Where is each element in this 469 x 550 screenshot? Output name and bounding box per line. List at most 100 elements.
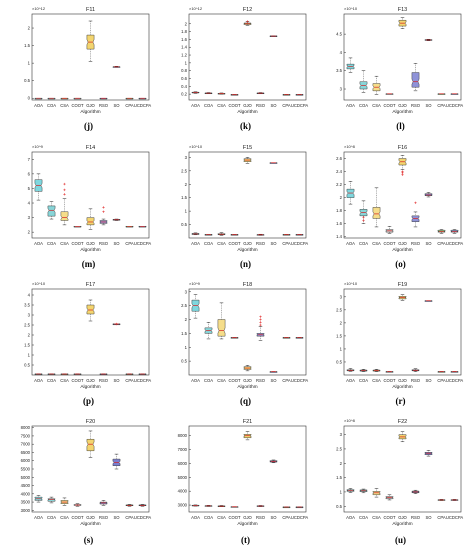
box-GJO — [398, 431, 407, 443]
panel-title: F15 — [243, 145, 252, 151]
y-tick-label: 3 — [185, 289, 188, 294]
x-tick-label-GJO: GJO — [86, 241, 95, 246]
panel-label: (r) — [395, 396, 406, 406]
box-GJO — [243, 157, 252, 164]
outlier-point — [102, 210, 105, 213]
y-tick-label: 6500 — [21, 450, 31, 455]
y-tick-label: 2 — [185, 317, 188, 322]
outlier-point — [63, 188, 66, 192]
box-CPA — [125, 97, 134, 100]
box-COA — [204, 322, 213, 340]
y-tick-label: 0.5 — [24, 78, 30, 83]
x-tick-label-GJO: GJO — [398, 378, 407, 383]
y-tick-label: 6 — [28, 171, 31, 176]
y-tick-label: 4500 — [21, 483, 31, 488]
y-tick-label: 2.2 — [336, 182, 342, 187]
y-tick-label: 6000 — [178, 461, 188, 466]
x-tick-label-COA: COA — [47, 241, 56, 246]
box-SO — [269, 162, 278, 164]
y-tick-label: 0.2 — [181, 92, 187, 97]
box-COA — [359, 369, 368, 372]
x-tick-label-CPA: CPA — [437, 241, 446, 246]
x-tick-label-CPA: CPA — [437, 378, 446, 383]
x-tick-label-GJO: GJO — [243, 241, 252, 246]
box-body — [47, 205, 56, 217]
box-RSO — [99, 97, 108, 100]
box-SO — [424, 450, 433, 457]
axis-exponent: ×10^10 — [344, 281, 358, 286]
x-tick-label-AOA: AOA — [191, 241, 200, 246]
outlier-point — [362, 219, 365, 222]
box-CSA — [372, 369, 381, 372]
x-tick-label-UCDCPA: UCDCPA — [446, 241, 464, 246]
panel-label: (t) — [241, 535, 250, 545]
x-tick-label-SO: SO — [270, 241, 277, 246]
box-AOA — [191, 504, 200, 507]
box-AOA — [34, 373, 43, 376]
outlier-point — [401, 173, 404, 177]
panel-label: (n) — [240, 259, 251, 269]
y-tick-label: 2 — [28, 333, 31, 338]
x-tick-label-GJO: GJO — [86, 103, 95, 108]
box-body — [47, 498, 56, 502]
box-CSA — [372, 75, 381, 95]
x-tick-label-SO: SO — [113, 241, 120, 246]
x-tick-label-UCDCPA: UCDCPA — [134, 241, 152, 246]
x-tick-label-GJO: GJO — [243, 103, 252, 108]
box-CPA — [437, 499, 446, 501]
outlier-point — [259, 323, 262, 327]
x-tick-label-RSO: RSO — [99, 515, 109, 520]
box-SO — [112, 322, 121, 326]
x-tick-label-RSO: RSO — [411, 103, 421, 108]
y-tick-label: 8000 — [178, 433, 188, 438]
box-SO — [112, 218, 121, 221]
y-tick-label: 2 — [340, 320, 343, 325]
panel-title: F12 — [243, 7, 252, 13]
box-UCDCPA — [295, 337, 304, 339]
y-tick-label: 2 — [28, 230, 31, 235]
box-RSO — [411, 201, 420, 228]
box-body — [372, 207, 381, 219]
x-tick-label-UCDCPA: UCDCPA — [291, 103, 309, 108]
box-COA — [47, 496, 56, 504]
y-tick-label: 0.5 — [336, 359, 342, 364]
y-tick-label: 1.8 — [181, 29, 187, 34]
x-tick-label-UCDCPA: UCDCPA — [291, 378, 309, 383]
y-tick-label: 1.5 — [336, 333, 342, 338]
y-tick-label: 5 — [28, 186, 31, 191]
box-CSA — [217, 92, 226, 95]
box-CSA — [60, 182, 69, 226]
x-tick-label-UCDCPA: UCDCPA — [134, 103, 152, 108]
axis-exponent: ×10^8 — [344, 418, 356, 423]
box-COOT — [73, 503, 82, 507]
axis-exponent: ×10^10 — [344, 6, 358, 11]
x-tick-label-AOA: AOA — [34, 378, 43, 383]
x-tick-label-GJO: GJO — [243, 515, 252, 520]
y-tick-label: 0.5 — [181, 359, 187, 364]
box-CPA — [282, 234, 291, 236]
box-CSA — [372, 187, 381, 228]
box-AOA — [346, 57, 355, 73]
box-COOT — [230, 234, 239, 236]
box-body — [217, 319, 226, 337]
panel-title: F18 — [243, 282, 252, 288]
box-CSA — [217, 302, 226, 340]
plot-frame — [31, 151, 150, 239]
x-tick-label-COA: COA — [204, 103, 213, 108]
x-tick-label-CSA: CSA — [372, 103, 381, 108]
y-tick-label: 7000 — [178, 447, 188, 452]
plot-frame — [343, 13, 462, 101]
box-SO — [269, 371, 278, 373]
x-tick-label-COOT: COOT — [228, 241, 241, 246]
x-axis-label: Algorithm — [237, 247, 257, 253]
box-GJO — [398, 294, 407, 301]
y-tick-label: 4.5 — [336, 32, 342, 37]
y-tick-label: 1.5 — [181, 195, 187, 200]
x-tick-label-CSA: CSA — [60, 515, 69, 520]
box-CSA — [217, 232, 226, 236]
box-CSA — [60, 97, 69, 100]
x-tick-label-AOA: AOA — [34, 515, 43, 520]
x-tick-label-COOT: COOT — [228, 103, 241, 108]
axis-exponent: ×10^12 — [32, 6, 46, 11]
y-tick-label: 2.5 — [336, 307, 342, 312]
